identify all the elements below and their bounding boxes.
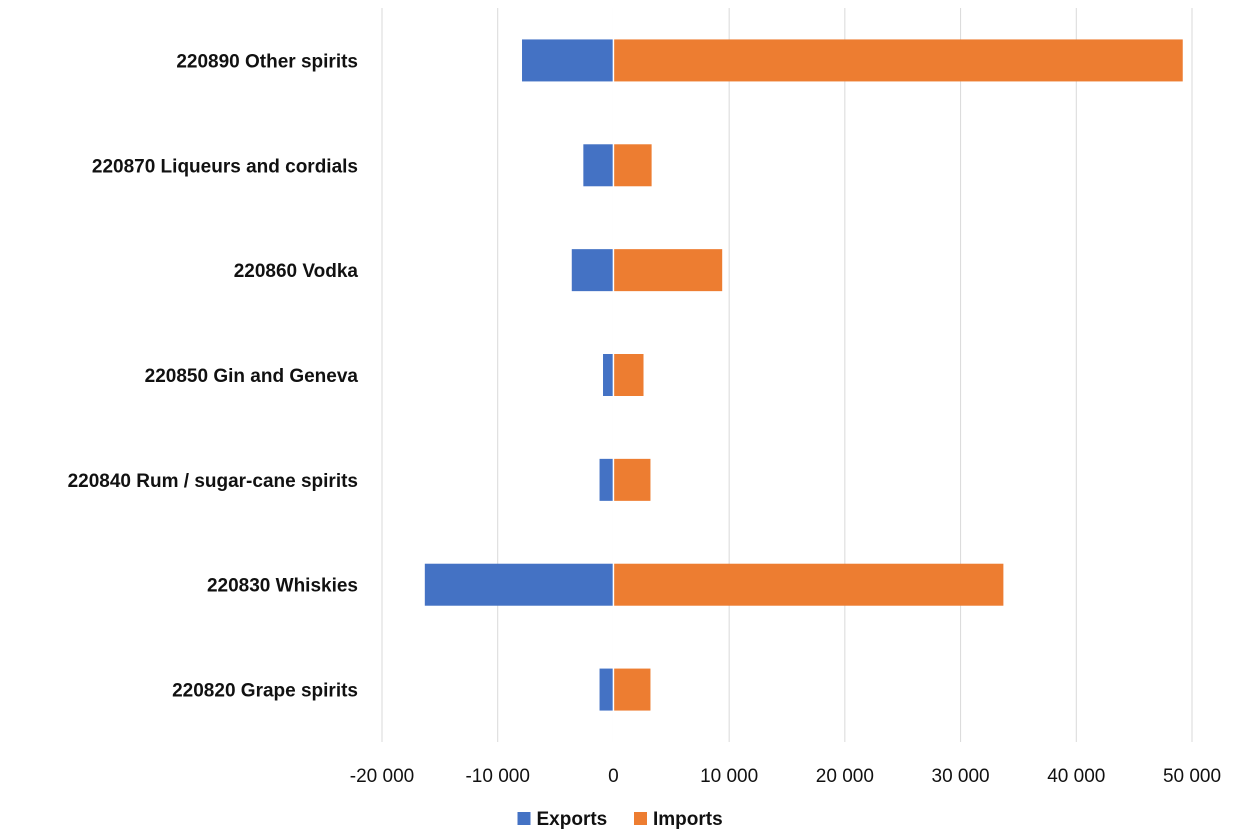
category-label-6: 220820 Grape spirits	[172, 681, 358, 702]
bar-exports-2[interactable]	[571, 249, 614, 292]
gridlines	[381, 8, 1193, 742]
bar-imports-5[interactable]	[613, 563, 1004, 606]
tick-label-7: 50 000	[1163, 766, 1221, 787]
tick-label-5: 30 000	[932, 766, 990, 787]
bar-imports-6[interactable]	[613, 668, 651, 711]
bar-exports-4[interactable]	[599, 458, 614, 501]
category-label-5: 220830 Whiskies	[207, 576, 358, 597]
tick-label-0: -20 000	[350, 766, 414, 787]
bar-exports-1[interactable]	[583, 144, 614, 187]
bar-imports-1[interactable]	[613, 144, 652, 187]
category-axis-labels: 220890 Other spirits 220870 Liqueurs and …	[68, 51, 359, 701]
bar-exports-5[interactable]	[424, 563, 614, 606]
category-label-3: 220850 Gin and Geneva	[145, 366, 359, 387]
bar-exports-6[interactable]	[599, 668, 614, 711]
tick-label-2: 0	[608, 766, 619, 787]
bar-exports-3[interactable]	[603, 354, 614, 396]
category-label-2: 220860 Vodka	[234, 261, 359, 282]
legend-swatch-exports	[517, 812, 531, 825]
value-axis-tick-labels: -20 000 -10 000 0 10 000 20 000 30 000 40 000 5…	[350, 766, 1221, 787]
bar-imports-0[interactable]	[613, 39, 1183, 82]
category-label-0: 220890 Other spirits	[176, 51, 358, 72]
bar-imports-3[interactable]	[613, 354, 644, 396]
tick-label-6: 40 000	[1047, 766, 1105, 787]
legend-label-exports: Exports	[537, 809, 608, 830]
bar-imports-4[interactable]	[613, 458, 651, 501]
category-label-4: 220840 Rum / sugar-cane spirits	[68, 471, 358, 492]
bar-exports-0[interactable]	[522, 39, 614, 82]
tick-label-1: -10 000	[465, 766, 529, 787]
tick-label-4: 20 000	[816, 766, 874, 787]
bars	[424, 8, 1183, 742]
legend-label-imports: Imports	[653, 809, 723, 830]
bar-imports-2[interactable]	[613, 249, 723, 292]
legend: Exports Imports	[517, 809, 723, 830]
category-label-1: 220870 Liqueurs and cordials	[92, 156, 358, 177]
legend-swatch-imports	[634, 812, 647, 825]
tick-label-3: 10 000	[700, 766, 758, 787]
